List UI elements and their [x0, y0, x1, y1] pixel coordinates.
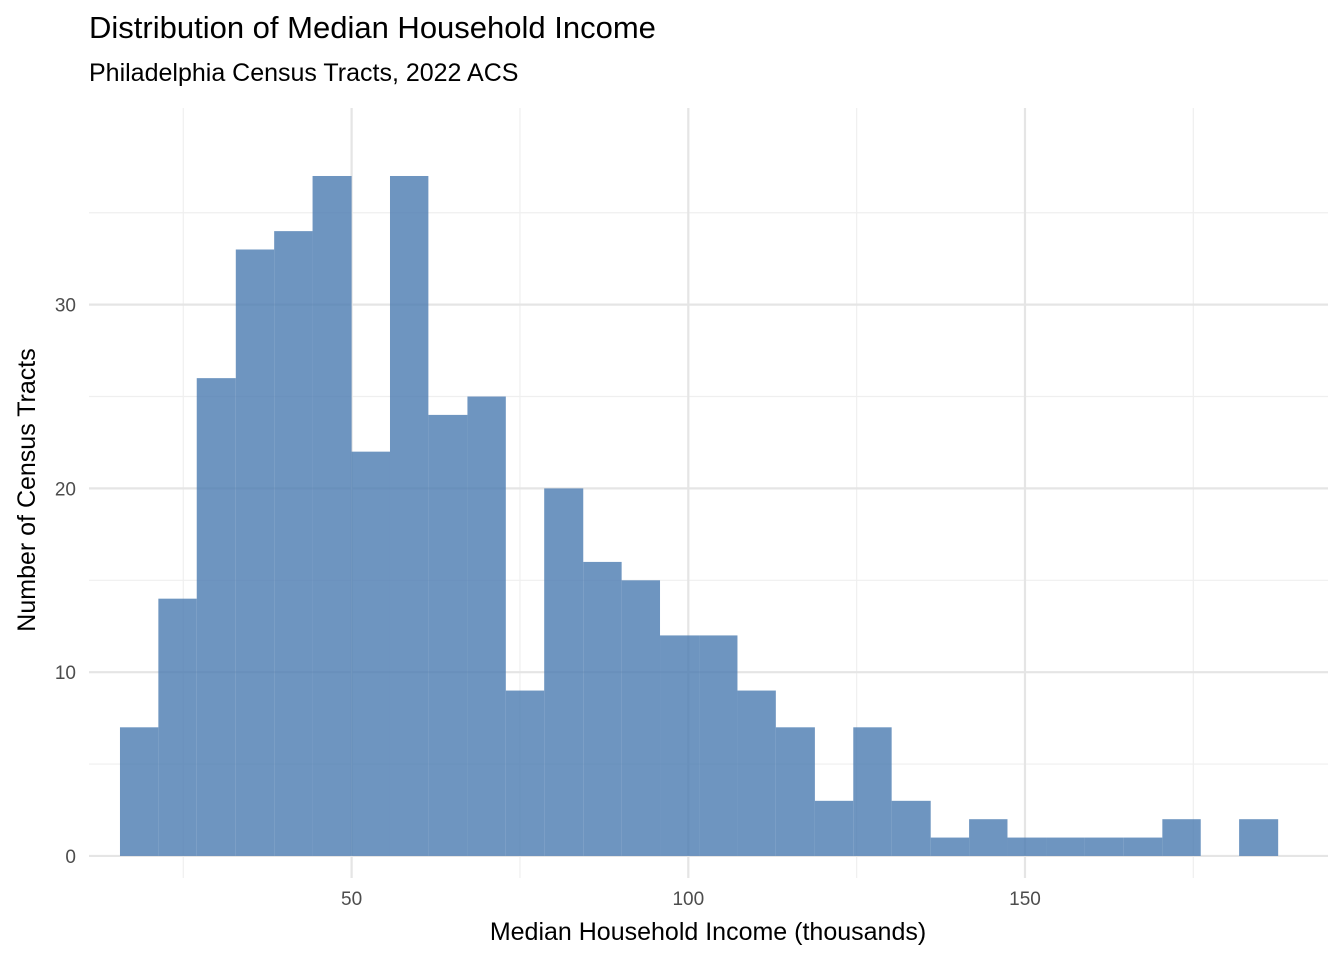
chart-subtitle: Philadelphia Census Tracts, 2022 ACS [89, 59, 519, 87]
histogram-bar [1239, 819, 1279, 856]
x-tick-label: 100 [672, 889, 704, 910]
x-tick-label: 150 [1009, 889, 1041, 910]
y-tick-label: 10 [55, 663, 76, 684]
histogram-bar [312, 175, 352, 856]
histogram-bar [467, 396, 506, 856]
histogram-bar [1084, 837, 1124, 856]
histogram-bar [428, 414, 468, 856]
histogram-bar [119, 727, 159, 856]
histogram-bar [1123, 837, 1163, 856]
y-axis-tick-labels: 0 10 20 30 [55, 296, 76, 868]
histogram-bar [775, 727, 815, 856]
histogram-bar [583, 561, 622, 856]
y-axis-title: Number of Census Tracts [13, 348, 41, 631]
histogram-bar [235, 249, 275, 856]
histogram-bar [505, 690, 545, 856]
histogram-bar [389, 175, 429, 856]
histogram-bar [1046, 837, 1085, 856]
histogram-bar [1162, 819, 1201, 856]
histogram-bar [969, 819, 1008, 856]
histogram-bar [1007, 837, 1047, 856]
histogram-bar [699, 635, 738, 856]
histogram-bar [274, 231, 313, 856]
histogram-bar [814, 800, 854, 856]
histogram-bar [196, 378, 236, 856]
histogram-bars [119, 175, 1279, 856]
histogram-bar [158, 598, 197, 856]
chart-title: Distribution of Median Household Income [89, 10, 656, 45]
y-tick-label: 30 [55, 296, 76, 317]
y-tick-label: 0 [65, 847, 76, 868]
y-tick-label: 20 [55, 479, 76, 500]
histogram-bar [737, 690, 776, 856]
x-axis-title: Median Household Income (thousands) [490, 918, 926, 946]
histogram-bar [930, 837, 970, 856]
histogram-bar [853, 727, 892, 856]
histogram-bar [544, 488, 584, 856]
x-tick-label: 50 [341, 889, 362, 910]
histogram-bar [660, 635, 700, 856]
x-axis-tick-labels: 50 100 150 [341, 889, 1041, 910]
histogram-bar [891, 800, 931, 856]
histogram-bar [621, 580, 661, 856]
histogram-bar [351, 451, 390, 856]
